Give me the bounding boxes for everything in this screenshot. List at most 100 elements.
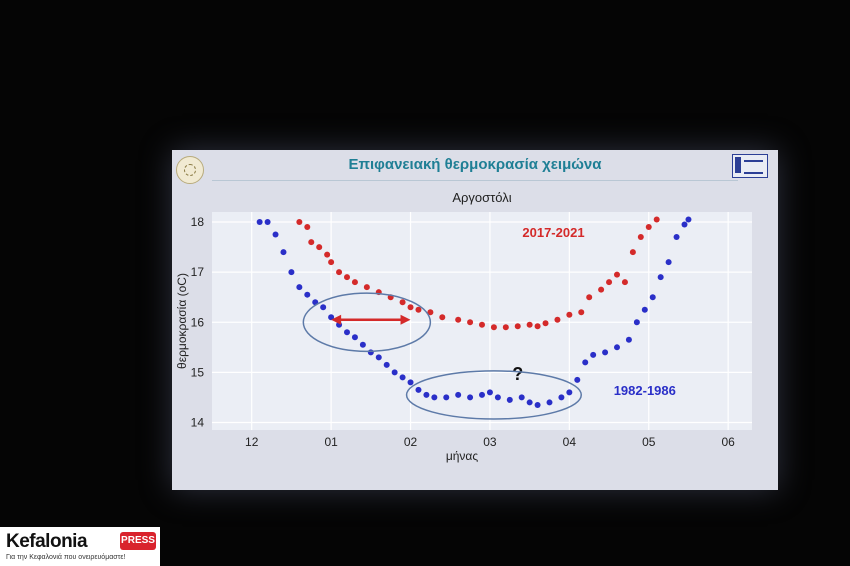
data-point-1982-1986 (423, 391, 430, 398)
data-point-2017-2021 (344, 274, 350, 281)
data-point-1982-1986 (288, 269, 295, 276)
x-tick-label: 05 (642, 435, 656, 449)
data-point-2017-2021 (336, 269, 343, 276)
data-point-1982-1986 (558, 394, 565, 401)
y-axis-label: θερμοκρασία (oC) (175, 273, 189, 369)
data-point-1982-1986 (383, 361, 390, 368)
x-axis-label: μήνας (446, 449, 479, 463)
data-point-1982-1986 (367, 349, 374, 356)
data-point-1982-1986 (351, 334, 358, 341)
university-logo-icon (176, 156, 204, 184)
data-point-1982-1986 (673, 234, 680, 241)
annotation-question-mark: ? (512, 364, 523, 384)
data-point-1982-1986 (518, 394, 525, 401)
data-point-1982-1986 (479, 391, 485, 398)
data-point-2017-2021 (296, 219, 303, 226)
brand-name: Kefalonia (6, 531, 88, 552)
data-point-1982-1986 (375, 354, 382, 361)
data-point-2017-2021 (514, 323, 521, 330)
data-point-1982-1986 (649, 294, 656, 301)
data-point-1982-1986 (625, 336, 632, 343)
brand-tagline: Για την Κεφαλονιά που ονειρευόμαστε! (6, 554, 126, 561)
y-tick-label: 18 (191, 215, 205, 229)
data-point-1982-1986 (391, 369, 398, 376)
data-point-2017-2021 (324, 251, 331, 258)
data-point-2017-2021 (586, 294, 593, 301)
data-point-1982-1986 (344, 329, 350, 336)
data-point-2017-2021 (554, 316, 561, 323)
data-point-2017-2021 (598, 286, 605, 293)
data-point-2017-2021 (479, 321, 485, 328)
y-tick-label: 14 (191, 415, 205, 429)
data-point-1982-1986 (566, 389, 573, 396)
data-point-1982-1986 (399, 374, 406, 381)
data-point-2017-2021 (415, 306, 422, 313)
data-point-2017-2021 (637, 234, 644, 241)
data-point-1982-1986 (534, 401, 541, 408)
data-point-1982-1986 (359, 341, 366, 348)
data-point-1982-1986 (685, 216, 692, 223)
data-point-2017-2021 (542, 320, 549, 327)
data-point-1982-1986 (467, 394, 474, 401)
x-tick-label: 06 (721, 435, 735, 449)
annotation-arrowhead-left (331, 314, 342, 325)
presentation-slide: Επιφανειακή θερμοκρασία χειμώνα 12 01 02 03… (172, 150, 778, 490)
data-point-2017-2021 (308, 239, 315, 246)
data-point-2017-2021 (534, 323, 541, 330)
data-point-1982-1986 (256, 219, 263, 226)
annotation-arrowhead-right (400, 314, 411, 325)
data-point-2017-2021 (578, 309, 585, 316)
data-point-2017-2021 (606, 279, 613, 286)
data-point-2017-2021 (566, 311, 573, 318)
data-point-2017-2021 (304, 224, 311, 231)
data-point-2017-2021 (645, 224, 652, 231)
data-point-2017-2021 (439, 314, 446, 321)
data-point-2017-2021 (526, 321, 533, 328)
temperature-chart: 12 01 02 03 04 05 06 14 15 16 17 18 Αργοστόλι μήνας θε… (175, 190, 752, 463)
data-point-1982-1986 (633, 319, 640, 326)
data-point-1982-1986 (641, 306, 648, 313)
x-tick-label: 12 (245, 435, 259, 449)
data-point-1982-1986 (546, 399, 553, 406)
annotation-ellipse (405, 370, 583, 420)
data-point-1982-1986 (590, 351, 597, 358)
data-point-2017-2021 (467, 319, 474, 326)
data-point-2017-2021 (363, 284, 370, 291)
kefalonia-press-logo: Kefalonia PRESS Για την Κεφαλονιά που ον… (0, 527, 160, 566)
data-point-2017-2021 (490, 324, 497, 331)
data-point-1982-1986 (494, 394, 501, 401)
data-point-1982-1986 (526, 399, 533, 406)
data-point-1982-1986 (272, 231, 279, 238)
data-point-2017-2021 (614, 271, 620, 278)
data-point-1982-1986 (657, 274, 664, 281)
data-point-2017-2021 (407, 304, 414, 311)
data-point-1982-1986 (296, 284, 303, 291)
data-point-2017-2021 (328, 259, 335, 266)
y-tick-label: 17 (191, 265, 205, 279)
x-tick-label: 01 (324, 435, 338, 449)
data-point-2017-2021 (653, 216, 660, 223)
slide-title: Επιφανειακή θερμοκρασία χειμώνα (348, 156, 602, 173)
data-point-1982-1986 (455, 391, 462, 398)
series-label-1982-1986: 1982-1986 (614, 383, 676, 398)
series-label-2017-2021: 2017-2021 (522, 225, 584, 240)
y-tick-label: 15 (191, 365, 205, 379)
x-tick-label: 04 (563, 435, 577, 449)
data-point-1982-1986 (328, 314, 335, 321)
data-point-2017-2021 (629, 249, 636, 256)
data-point-1982-1986 (443, 394, 450, 401)
data-point-1982-1986 (264, 219, 271, 226)
data-point-1982-1986 (614, 344, 620, 351)
chart-title: Αργοστόλι (452, 190, 511, 205)
data-point-2017-2021 (399, 299, 406, 306)
data-point-1982-1986 (304, 291, 311, 298)
data-point-1982-1986 (574, 376, 581, 383)
data-point-2017-2021 (502, 324, 509, 331)
x-tick-label: 03 (483, 435, 497, 449)
institute-logo-icon (732, 154, 768, 178)
data-point-1982-1986 (407, 379, 414, 386)
data-point-1982-1986 (681, 221, 688, 228)
data-point-2017-2021 (427, 309, 434, 316)
y-tick-label: 16 (191, 315, 205, 329)
data-point-1982-1986 (415, 386, 422, 393)
